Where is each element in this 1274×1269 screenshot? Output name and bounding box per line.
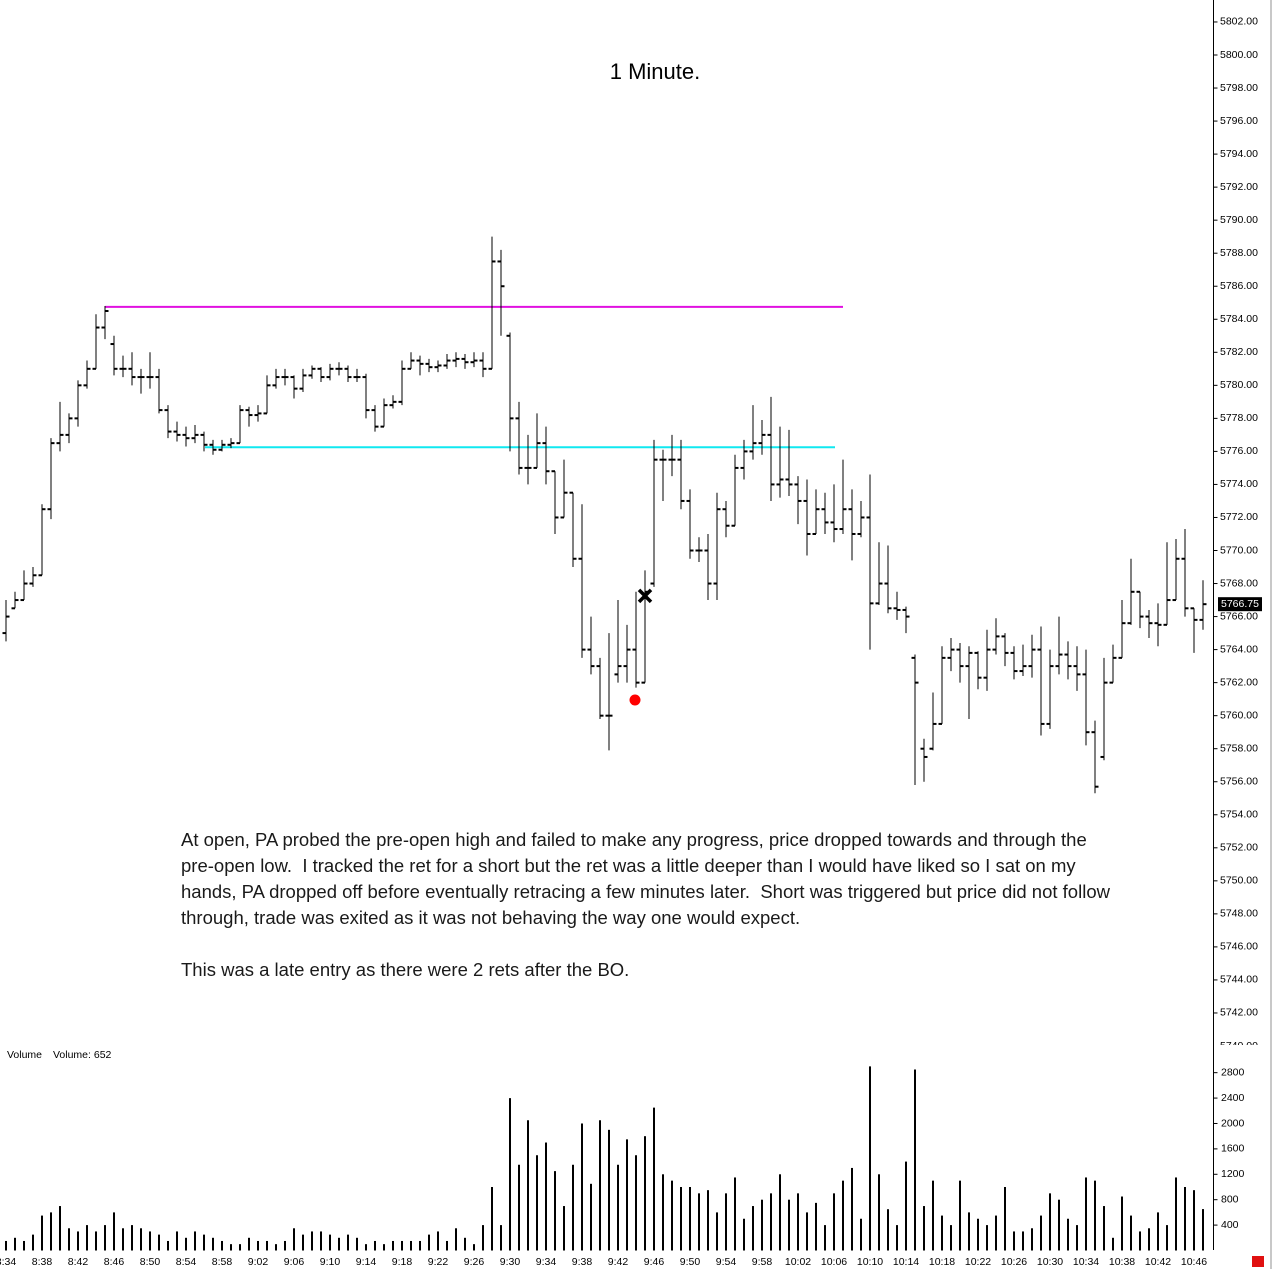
entry-marker-stroke (637, 588, 653, 604)
y-tick-label: 5754.00 (1220, 809, 1258, 821)
x-tick-label: 9:26 (464, 1256, 485, 1268)
x-tick-label: 9:22 (428, 1256, 449, 1268)
x-tick-label: 10:18 (929, 1256, 955, 1268)
y-tick-label: 5770.00 (1220, 544, 1258, 556)
y-tick-label: 5760.00 (1220, 709, 1258, 721)
y-tick-label: 5758.00 (1220, 742, 1258, 754)
x-tick-label: 10:22 (965, 1256, 991, 1268)
y-tick-label: 2800 (1221, 1066, 1245, 1078)
annotation-paragraph: This was a late entry as there were 2 re… (181, 959, 630, 980)
x-tick-label: 8:38 (32, 1256, 53, 1268)
y-tick-label: 5794.00 (1220, 148, 1258, 160)
x-tick-label: 10:30 (1037, 1256, 1063, 1268)
x-tick-label: 8:58 (212, 1256, 233, 1268)
last-price-label: 5766.75 (1221, 598, 1259, 610)
x-tick-label: 9:46 (644, 1256, 665, 1268)
y-tick-label: 5764.00 (1220, 643, 1258, 655)
x-tick-label: 10:38 (1109, 1256, 1135, 1268)
y-tick-label: 5756.00 (1220, 776, 1258, 788)
y-tick-label: 5802.00 (1220, 16, 1258, 28)
y-tick-label: 5784.00 (1220, 313, 1258, 325)
y-tick-label: 5800.00 (1220, 49, 1258, 61)
y-tick-label: 5796.00 (1220, 115, 1258, 127)
y-tick-label: 5748.00 (1220, 908, 1258, 920)
x-tick-label: 8:34 (0, 1256, 16, 1268)
y-tick-label: 5762.00 (1220, 676, 1258, 688)
x-tick-label: 8:46 (104, 1256, 125, 1268)
y-tick-label: 5750.00 (1220, 875, 1258, 887)
y-tick-label: 5752.00 (1220, 842, 1258, 854)
x-tick-label: 9:14 (356, 1256, 377, 1268)
x-tick-label: 10:26 (1001, 1256, 1027, 1268)
x-tick-label: 10:46 (1181, 1256, 1207, 1268)
x-tick-label: 9:18 (392, 1256, 413, 1268)
y-tick-label: 5792.00 (1220, 181, 1258, 193)
x-tick-label: 9:02 (248, 1256, 269, 1268)
x-tick-label: 8:42 (68, 1256, 89, 1268)
annotation-paragraph: At open, PA probed the pre-open high and… (181, 829, 1116, 928)
y-tick-label: 5776.00 (1220, 445, 1258, 457)
status-icon[interactable] (1252, 1256, 1264, 1267)
x-tick-label: 9:06 (284, 1256, 305, 1268)
x-tick-label: 9:34 (536, 1256, 557, 1268)
y-tick-label: 2400 (1221, 1092, 1245, 1104)
x-tick-label: 8:50 (140, 1256, 161, 1268)
y-tick-label: 5782.00 (1220, 346, 1258, 358)
y-tick-label: 5742.00 (1220, 1007, 1258, 1019)
x-tick-label: 10:34 (1073, 1256, 1099, 1268)
x-tick-label: 10:06 (821, 1256, 847, 1268)
volume-title: Volume (7, 1049, 42, 1061)
y-tick-label: 5788.00 (1220, 247, 1258, 259)
volume-pane: 400 800 1200 1600 2000 2400 2800 8:34 8:38 8:42 8:… (0, 1066, 1245, 1268)
price-pane: 5740.00 5742.00 5744.00 5746.00 5748.00 5750.… (2, 16, 1258, 1052)
x-tick-label: 10:42 (1145, 1256, 1171, 1268)
x-tick-label: 9:58 (752, 1256, 773, 1268)
y-tick-label: 5790.00 (1220, 214, 1258, 226)
y-tick-label: 800 (1221, 1193, 1239, 1205)
x-tick-label: 9:42 (608, 1256, 629, 1268)
x-tick-label: 9:38 (572, 1256, 593, 1268)
y-tick-label: 1600 (1221, 1143, 1245, 1155)
y-tick-label: 5746.00 (1220, 941, 1258, 953)
y-tick-label: 5786.00 (1220, 280, 1258, 292)
y-tick-label: 5766.00 (1220, 610, 1258, 622)
chart-title: 1 Minute. (610, 59, 701, 84)
x-tick-label: 10:14 (893, 1256, 919, 1268)
y-tick-label: 2000 (1221, 1117, 1245, 1129)
x-tick-label: 9:50 (680, 1256, 701, 1268)
annotation: At open, PA probed the pre-open high and… (181, 827, 1111, 1009)
y-tick-label: 5798.00 (1220, 82, 1258, 94)
y-tick-label: 5740.00 (1220, 1040, 1258, 1052)
x-tick-label: 9:10 (320, 1256, 341, 1268)
y-tick-label: 5772.00 (1220, 511, 1258, 523)
y-tick-label: 5778.00 (1220, 412, 1258, 424)
entry-marker (637, 588, 653, 604)
volume-readout: Volume: 652 (53, 1049, 112, 1061)
x-tick-label: 10:02 (785, 1256, 811, 1268)
y-tick-label: 5774.00 (1220, 478, 1258, 490)
y-tick-label: 5768.00 (1220, 577, 1258, 589)
y-tick-label: 5744.00 (1220, 974, 1258, 986)
last-price-box (1218, 597, 1262, 612)
y-tick-label: 1200 (1221, 1168, 1245, 1180)
x-tick-label: 9:30 (500, 1256, 521, 1268)
x-tick-label: 9:54 (716, 1256, 737, 1268)
y-tick-label: 5780.00 (1220, 379, 1258, 391)
stop-marker (629, 694, 641, 706)
x-tick-label: 8:54 (176, 1256, 197, 1268)
y-tick-label: 400 (1221, 1219, 1239, 1231)
x-tick-label: 10:10 (857, 1256, 883, 1268)
